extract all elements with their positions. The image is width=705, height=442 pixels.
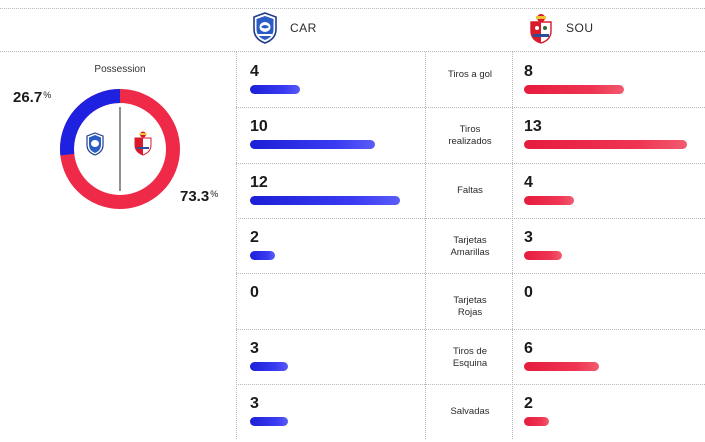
home-stat-value: 3 (250, 394, 259, 412)
away-stat-value: 0 (524, 284, 533, 302)
southampton-mini-crest-icon (134, 131, 152, 156)
top-divider (0, 8, 705, 9)
possession-donut-home-segment (60, 89, 121, 156)
stat-label: Tarjetas Rojas (453, 295, 487, 319)
row-divider (236, 273, 705, 275)
home-possession-value: 26.7% (13, 89, 52, 106)
home-column-divider (425, 52, 426, 439)
stat-label: Tiros realizados (448, 124, 492, 148)
home-stat-bar (250, 140, 376, 150)
home-stat-bar (250, 195, 401, 205)
away-stat-bar (524, 250, 562, 260)
away-stat-bar (524, 361, 600, 371)
header-bottom-divider (0, 51, 705, 52)
stat-label: Faltas (457, 184, 483, 196)
away-stat-value: 6 (524, 339, 533, 357)
away-team-header: SOU (528, 12, 594, 44)
row-divider (236, 162, 705, 164)
match-stats-header: CAR SOU (0, 0, 705, 52)
away-stat-value: 3 (524, 228, 533, 246)
possession-panel: Possession 26.7% 73.3% (0, 58, 236, 218)
away-stat-bar (524, 85, 625, 94)
cardiff-crest-icon (253, 12, 277, 44)
home-stat-bar (250, 250, 276, 260)
stat-row: 0 Tarjetas Rojas 0 (236, 273, 705, 331)
possession-title: Possession (94, 64, 146, 75)
row-divider (236, 107, 705, 109)
away-stat-value: 13 (524, 118, 542, 136)
home-stat-value: 4 (250, 63, 259, 80)
home-stat-bar (250, 361, 288, 371)
row-divider (236, 328, 705, 330)
home-team-code: CAR (290, 21, 317, 35)
home-stat-value: 12 (250, 173, 268, 191)
home-stat-value: 10 (250, 118, 268, 136)
home-stat-value: 2 (250, 228, 259, 246)
away-stat-bar (524, 416, 550, 426)
away-stat-value: 4 (524, 173, 533, 191)
home-stat-value: 0 (250, 284, 259, 302)
home-stat-value: 3 (250, 339, 259, 357)
stat-label: Tiros a gol (448, 69, 492, 80)
away-column-divider (512, 52, 513, 439)
away-stat-bar (524, 140, 687, 150)
row-divider (236, 217, 705, 219)
stat-row: 12 Faltas 4 (236, 162, 705, 221)
home-stat-bar (250, 85, 301, 94)
away-team-code: SOU (566, 21, 594, 35)
stat-label: Tarjetas Amarillas (450, 234, 490, 258)
away-stat-value: 8 (524, 63, 533, 80)
stat-row: 3 Salvadas 2 (236, 383, 705, 442)
southampton-crest-icon (530, 14, 552, 44)
stat-row: 2 Tarjetas Amarillas 3 (236, 217, 705, 276)
stat-label: Tiros de Esquina (452, 345, 488, 369)
stats-table: 4 Tiros a gol 8 10 Tiros realizados 13 12 Falta… (236, 52, 705, 439)
possession-donut (60, 89, 180, 209)
stat-label: Salvadas (450, 405, 490, 417)
home-stat-bar (250, 416, 288, 426)
away-stat-bar (524, 195, 575, 205)
away-possession-value: 73.3% (180, 188, 219, 205)
stat-row: 4 Tiros a gol 8 (236, 52, 705, 110)
row-divider (236, 383, 705, 385)
away-stat-value: 2 (524, 394, 533, 412)
stat-row: 10 Tiros realizados 13 (236, 107, 705, 165)
home-team-header: CAR (252, 12, 317, 44)
possession-stats-divider (236, 52, 237, 439)
stat-row: 3 Tiros de Esquina 6 (236, 328, 705, 387)
cardiff-mini-crest-icon (86, 132, 104, 156)
